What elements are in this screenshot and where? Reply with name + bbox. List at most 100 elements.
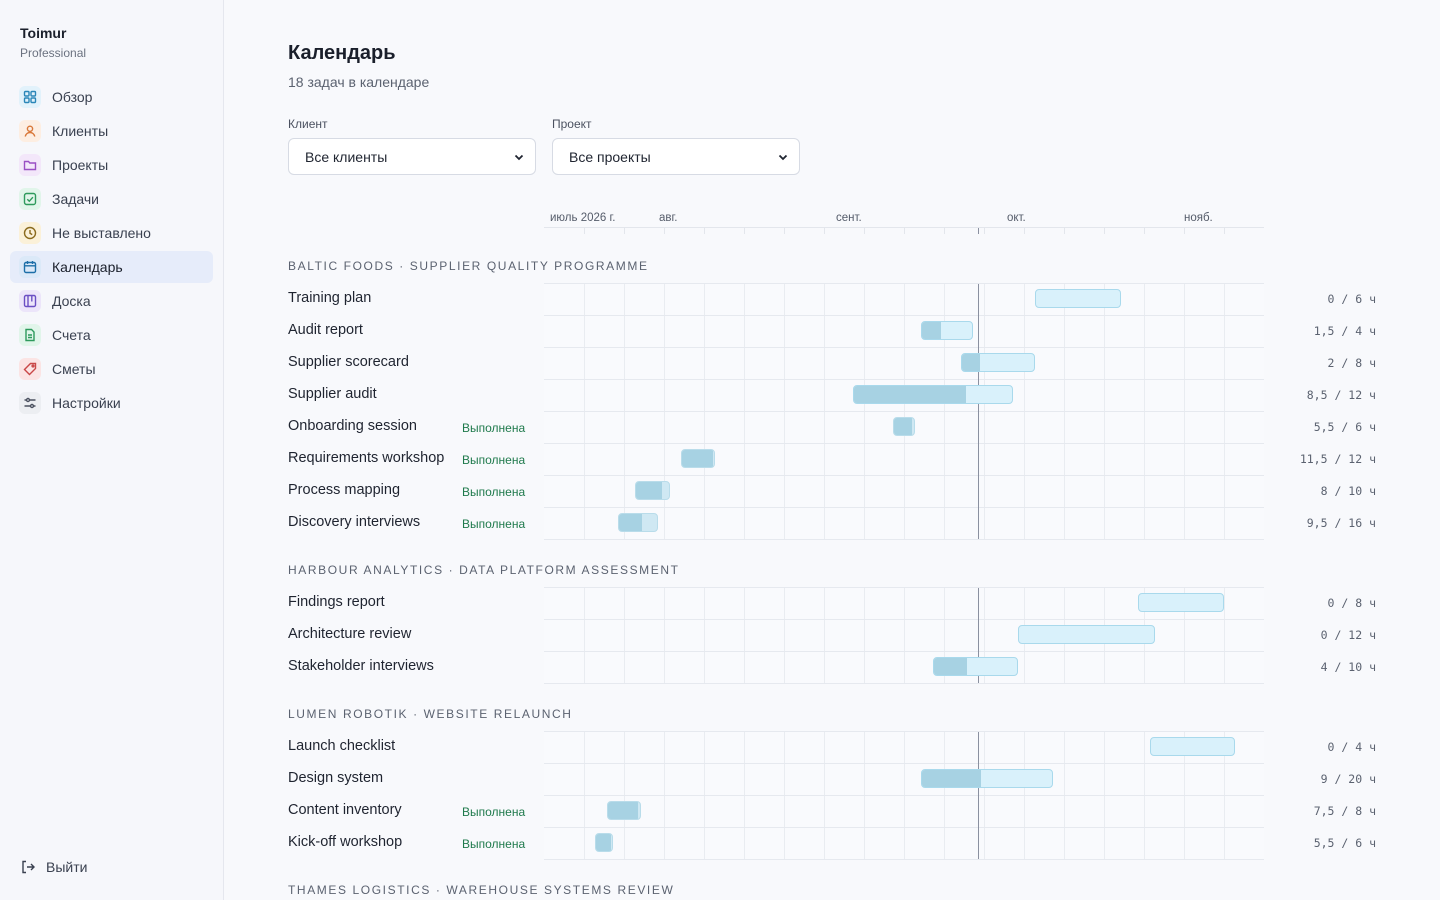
task-name[interactable]: Findings report: [288, 594, 385, 610]
task-bar[interactable]: [635, 481, 670, 500]
task-name[interactable]: Discovery interviews: [288, 514, 421, 530]
task-bar-progress: [608, 802, 638, 819]
grid-row-line: [544, 651, 1264, 652]
task-bar[interactable]: [933, 657, 1018, 676]
grid-column-line: [624, 588, 625, 683]
month-label: авг.: [659, 212, 678, 224]
task-bar[interactable]: [893, 417, 915, 436]
task-name[interactable]: Launch checklist: [288, 738, 396, 754]
grid-icon: [19, 86, 41, 108]
today-marker: [978, 284, 979, 539]
task-name[interactable]: Onboarding session: [288, 418, 417, 434]
task-bar-progress: [854, 386, 966, 403]
project-select[interactable]: Все проекты: [552, 138, 800, 175]
sidebar-item-label: Доска: [52, 293, 91, 309]
sidebar-item-board[interactable]: Доска: [10, 285, 213, 317]
group-title: LUMEN ROBOTIK · WEBSITE RELAUNCH: [288, 707, 573, 721]
task-bar[interactable]: [1150, 737, 1235, 756]
sidebar-item-label: Календарь: [52, 259, 123, 275]
sidebar-item-settings[interactable]: Настройки: [10, 387, 213, 419]
task-name[interactable]: Stakeholder interviews: [288, 658, 434, 674]
task-bar[interactable]: [1018, 625, 1155, 644]
task-name[interactable]: Training plan: [288, 290, 372, 306]
task-bar-progress: [962, 354, 980, 371]
task-bar-progress: [596, 834, 611, 851]
task-bar[interactable]: [595, 833, 613, 852]
axis-tick: [864, 228, 865, 234]
task-bar[interactable]: [607, 801, 641, 820]
status-badge: Выполнена: [462, 453, 526, 467]
task-name[interactable]: Supplier scorecard: [288, 354, 409, 370]
axis-tick: [824, 228, 825, 234]
task-hours: 9,5 / 16 ч: [1306, 516, 1376, 530]
chevron-down-icon: [778, 154, 788, 161]
client-filter-label: Клиент: [288, 117, 328, 131]
task-name[interactable]: Process mapping: [288, 482, 401, 498]
app-plan: Professional: [20, 46, 87, 60]
grid-row-line: [544, 859, 1264, 860]
sidebar-item-label: Клиенты: [52, 123, 109, 139]
grid-column-line: [824, 588, 825, 683]
sidebar-item-tasks[interactable]: Задачи: [10, 183, 213, 215]
status-badge: Выполнена: [462, 517, 526, 531]
month-label: окт.: [1007, 212, 1026, 224]
status-badge: Выполнена: [462, 485, 526, 499]
axis-tick: [1224, 228, 1225, 234]
sidebar-item-projects[interactable]: Проекты: [10, 149, 213, 181]
task-name[interactable]: Requirements workshop: [288, 450, 445, 466]
task-name[interactable]: Audit report: [288, 322, 363, 338]
task-bar[interactable]: [1138, 593, 1224, 612]
status-badge: Выполнена: [462, 837, 526, 851]
grid-row-line: [544, 763, 1264, 764]
task-bar[interactable]: [1035, 289, 1121, 308]
board-icon: [19, 290, 41, 312]
task-bar[interactable]: [921, 769, 1053, 788]
logout-button[interactable]: Выйти: [20, 859, 87, 875]
task-hours: 2 / 8 ч: [1327, 356, 1376, 370]
axis-tick: [1024, 228, 1025, 234]
checkbox-icon: [19, 188, 41, 210]
grid-row-line: [544, 443, 1264, 444]
logout-label: Выйти: [46, 859, 88, 875]
sidebar-item-invoices[interactable]: Счета: [10, 319, 213, 351]
tag-icon: [19, 358, 41, 380]
grid-row-line: [544, 795, 1264, 796]
axis-tick: [664, 228, 665, 234]
axis-line: [544, 227, 1264, 228]
task-hours: 9 / 20 ч: [1320, 772, 1376, 786]
sidebar-item-overview[interactable]: Обзор: [10, 81, 213, 113]
invoice-icon: [19, 324, 41, 346]
grid-column-line: [984, 588, 985, 683]
task-hours: 8 / 10 ч: [1320, 484, 1376, 498]
sidebar-item-unbilled[interactable]: Не выставлено: [10, 217, 213, 249]
task-bar[interactable]: [681, 449, 715, 468]
task-name[interactable]: Content inventory: [288, 802, 402, 818]
axis-tick: [744, 228, 745, 234]
task-name[interactable]: Kick-off workshop: [288, 834, 403, 850]
sidebar-item-calendar[interactable]: Календарь: [10, 251, 213, 283]
task-bar-progress: [619, 514, 642, 531]
task-name[interactable]: Architecture review: [288, 626, 412, 642]
grid-column-line: [744, 588, 745, 683]
sidebar-item-label: Настройки: [52, 395, 121, 411]
task-bar[interactable]: [961, 353, 1035, 372]
sidebar-item-label: Сметы: [52, 361, 96, 377]
task-name[interactable]: Design system: [288, 770, 384, 786]
task-hours: 0 / 6 ч: [1327, 292, 1376, 306]
sidebar-item-estimates[interactable]: Сметы: [10, 353, 213, 385]
grid-row-line: [544, 347, 1264, 348]
grid-column-line: [704, 588, 705, 683]
axis-tick: [584, 228, 585, 234]
task-bar[interactable]: [618, 513, 658, 532]
axis-tick: [624, 228, 625, 234]
sidebar-item-clients[interactable]: Клиенты: [10, 115, 213, 147]
grid-row-line: [544, 827, 1264, 828]
task-bar[interactable]: [853, 385, 1013, 404]
task-hours: 8,5 / 12 ч: [1306, 388, 1376, 402]
client-select[interactable]: Все клиенты: [288, 138, 536, 175]
grid-column-line: [1184, 588, 1185, 683]
grid-column-line: [1224, 588, 1225, 683]
task-bar[interactable]: [921, 321, 973, 340]
task-name[interactable]: Supplier audit: [288, 386, 377, 402]
sliders-icon: [19, 392, 41, 414]
